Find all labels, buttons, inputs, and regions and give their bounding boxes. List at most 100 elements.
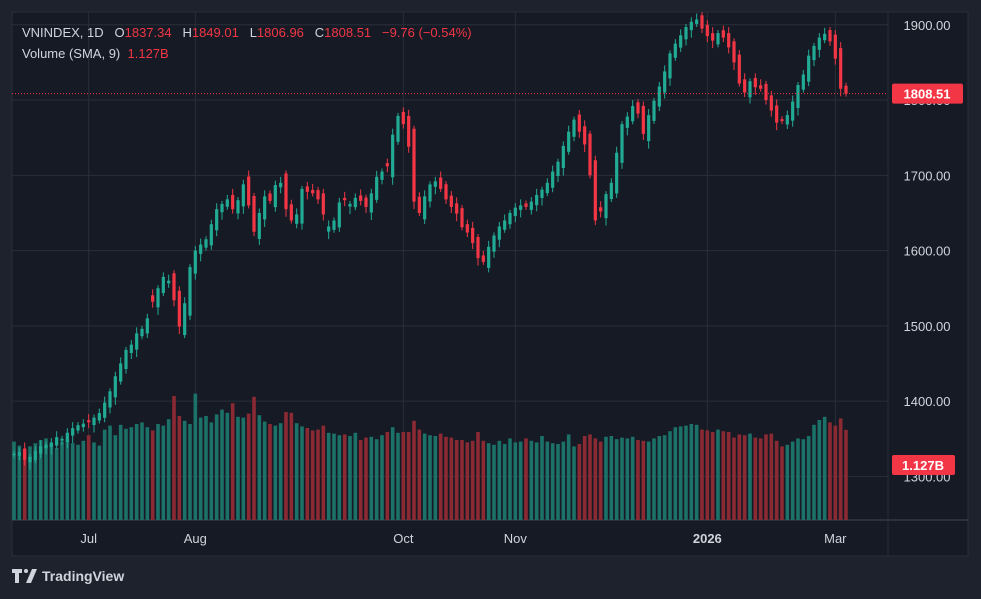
candle-body [113, 376, 117, 398]
candle-body [348, 203, 352, 207]
open-value: 1837.34 [124, 25, 172, 40]
volume-bar [150, 430, 155, 520]
last-price-badge: 1808.51 [892, 83, 963, 104]
candle-body [60, 438, 64, 441]
volume-bar [465, 442, 470, 520]
candle-body [689, 21, 693, 31]
volume-bar [33, 443, 38, 520]
high-label: H [182, 25, 192, 40]
candle-body [316, 190, 320, 200]
candle-body [785, 115, 789, 125]
candle-body [76, 425, 80, 431]
candle-body [225, 199, 229, 207]
candle-body [39, 446, 43, 454]
volume-bar [614, 439, 619, 520]
candle-body [844, 85, 848, 94]
time-axis[interactable]: Jul Aug Oct Nov 2026 Mar [80, 531, 847, 546]
candle-body [385, 163, 389, 167]
volume-bar [529, 440, 534, 520]
volume-bar [412, 420, 416, 520]
candle-body [119, 363, 123, 382]
volume-bar [492, 444, 496, 520]
volume-bar [684, 425, 688, 520]
volume-bar [257, 415, 262, 520]
volume-last-label: 1.127B [902, 458, 944, 473]
candle-body [135, 333, 139, 350]
symbol-label[interactable]: VNINDEX, 1D [22, 25, 104, 40]
volume-bar [161, 425, 166, 520]
volume-bar [668, 431, 672, 520]
volume-bar [305, 428, 310, 520]
volume-bar [65, 439, 70, 520]
candle-body [508, 212, 512, 225]
candle-body [81, 423, 85, 428]
candle-body [535, 194, 539, 206]
volume-bar [577, 444, 582, 520]
volume-bar [732, 437, 736, 520]
y-tick-label: 1900.00 [904, 18, 951, 33]
volume-bar [716, 429, 720, 520]
volume-bar [49, 444, 54, 520]
candle-body [487, 246, 491, 268]
volume-bar [769, 433, 774, 520]
volume-bar [364, 437, 368, 520]
volume-legend[interactable]: Volume (SMA, 9) 1.127B [22, 46, 169, 61]
volume-bar [838, 418, 843, 520]
candle-body [215, 209, 219, 231]
high-value: 1849.01 [191, 25, 239, 40]
candle-body [604, 194, 608, 219]
volume-bar [81, 440, 86, 520]
x-tick-label: 2026 [693, 531, 722, 546]
ohlc-legend: VNINDEX, 1D O1837.34 H1849.01 L1806.96 C… [22, 25, 472, 40]
candle-body [412, 128, 416, 202]
volume-bar [726, 432, 731, 520]
candle-body [577, 114, 581, 132]
volume-bar [193, 393, 198, 520]
volume-bar [582, 436, 587, 520]
volume-bar [844, 429, 848, 520]
change-value: −9.76 (−0.54%) [382, 25, 472, 40]
candle-body [684, 27, 688, 40]
volume-bar [438, 433, 443, 520]
candle-body [380, 171, 384, 180]
x-tick-label: Nov [504, 531, 528, 546]
volume-bar [817, 420, 822, 520]
candle-body [156, 288, 160, 308]
volume-bar [646, 441, 651, 520]
candlesticks [12, 12, 848, 470]
candle-body [444, 184, 448, 200]
candle-body [449, 195, 453, 207]
candle-body [71, 428, 75, 436]
tradingview-logo[interactable]: TradingView [12, 568, 124, 584]
volume-bar [433, 436, 438, 520]
candle-body [417, 196, 421, 213]
volume-bar [449, 437, 454, 520]
candle-body [257, 212, 261, 239]
volume-bar [774, 440, 779, 520]
volume-bar [54, 448, 59, 520]
volume-indicator-label: Volume (SMA, 9) [22, 46, 121, 61]
candle-body [593, 160, 597, 221]
volume-bar [342, 434, 347, 520]
volume-bar [785, 444, 790, 520]
volume-bar [316, 429, 320, 520]
volume-bar [700, 429, 704, 520]
volume-bar [385, 432, 390, 520]
volume-bar [657, 436, 662, 520]
candle-body [17, 452, 21, 456]
volume-bar [140, 422, 144, 520]
volume-bar [284, 412, 288, 520]
volume-bar [550, 443, 555, 520]
volume-bar [225, 412, 230, 520]
volume-bar [172, 396, 176, 520]
volume-bar [534, 442, 539, 520]
volume-bar [209, 422, 214, 520]
candle-body [108, 391, 112, 408]
volume-bar [198, 417, 203, 520]
volume-bar [17, 445, 22, 520]
volume-bar [641, 440, 646, 520]
volume-bar [310, 430, 315, 520]
volume-bar [604, 436, 608, 520]
candle-body [481, 255, 485, 262]
